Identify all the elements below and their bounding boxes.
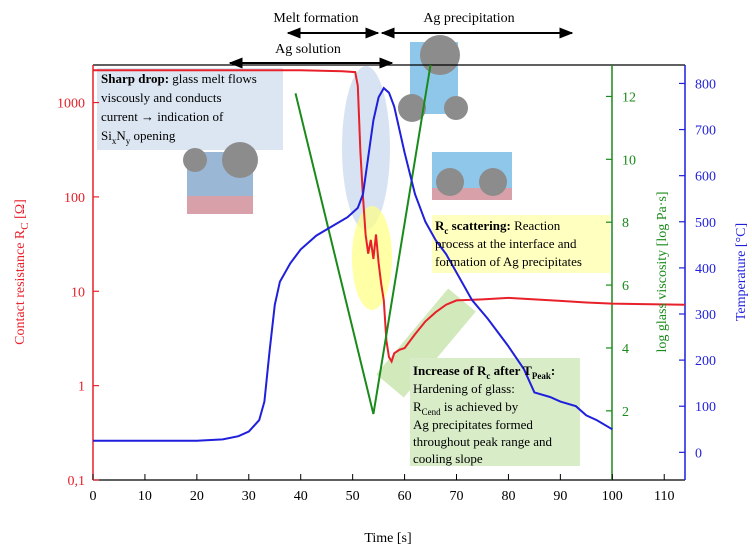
x-tick-label: 90 [553, 489, 567, 504]
y3-tick-label: 300 [695, 308, 716, 323]
annotation-title: Sharp drop: [101, 71, 169, 86]
annotation-run: scattering: [448, 218, 510, 233]
inset-image [398, 35, 468, 122]
inset-image [432, 152, 512, 200]
annotation-run: Peak [532, 371, 551, 381]
annotation-text: Sharp drop: glass melt flows [101, 71, 257, 86]
y2-tick-label: 6 [622, 279, 629, 294]
x-tick-label: 100 [602, 489, 623, 504]
annotation-text: current → indication of [101, 109, 224, 124]
y3-tick-label: 600 [695, 170, 716, 185]
y-tick-label: 1000 [57, 97, 85, 112]
y3-tick-label: 0 [695, 446, 702, 461]
chart: Melt formation Ag precipitation Ag solut… [0, 0, 752, 552]
y3-tick-label: 200 [695, 354, 716, 369]
y2-tick-label: 10 [622, 153, 636, 168]
x-axis-title: Time [s] [364, 531, 411, 546]
y3-tick-label: 800 [695, 77, 716, 92]
x-tick-label: 0 [90, 489, 97, 504]
y3-axis-title: Temperature [°C] [734, 223, 749, 321]
annotation-run: Increase of R [413, 363, 487, 378]
annotation-text: Hardening of glass: [413, 381, 515, 396]
y-axis-title: Contact resistance RC [Ω] [13, 199, 31, 345]
annotation-run: : [551, 363, 555, 378]
y3-tick-label: 500 [695, 216, 716, 231]
y2-axis-title: log glass viscosity [log Pa·s] [655, 192, 670, 353]
y-tick-label: 0,1 [68, 474, 86, 489]
y3-tick-label: 400 [695, 262, 716, 277]
annotation-run: opening [130, 128, 176, 143]
phase-arrows: Melt formation Ag precipitation Ag solut… [230, 11, 572, 63]
annotation-run: Si [101, 128, 112, 143]
annotation-run: is achieved by [441, 399, 519, 414]
annotation-text: throughout peak range and [413, 434, 552, 449]
y2-tick-label: 8 [622, 216, 629, 231]
axis-title-run: C [19, 222, 31, 229]
axis-title-run: Contact resistance R [13, 229, 28, 345]
x-tick-label: 30 [242, 489, 256, 504]
x-tick-label: 20 [190, 489, 204, 504]
y-tick-label: 1 [78, 380, 85, 395]
inset-image [183, 142, 258, 214]
x-tick-label: 50 [346, 489, 360, 504]
annotation-run: Cend [422, 407, 441, 417]
page: {"chart_data": { "type": "line", "x_labe… [0, 0, 752, 552]
y3-tick-label: 100 [695, 400, 716, 415]
annotation-text: viscously and conducts [101, 90, 222, 105]
x-tick-label: 60 [398, 489, 412, 504]
phase-label: Ag precipitation [423, 11, 514, 26]
y2-tick-label: 2 [622, 405, 629, 420]
x-tick-label: 110 [654, 489, 674, 504]
y3-tick-label: 700 [695, 124, 716, 139]
highlight-ellipse [352, 206, 392, 310]
phase-label: Melt formation [273, 11, 358, 26]
annotation-text: Ag precipitates formed [413, 417, 533, 432]
y2-tick-label: 4 [622, 342, 629, 357]
y-tick-label: 100 [64, 191, 85, 206]
annotations: Sharp drop: glass melt flows viscously a… [101, 71, 582, 466]
y2-tick-label: 12 [622, 90, 636, 105]
annotation-text: cooling slope [413, 451, 483, 466]
annotation-run: R [413, 399, 422, 414]
x-tick-label: 40 [294, 489, 308, 504]
x-tick-label: 10 [138, 489, 152, 504]
x-tick-label: 80 [501, 489, 515, 504]
annotation-text: formation of Ag precipitates [435, 254, 582, 269]
axis-title-run: [Ω] [13, 199, 28, 222]
annotation-run: glass melt flows [169, 71, 257, 86]
phase-label: Ag solution [275, 42, 341, 57]
annotation-text: process at the interface and [435, 236, 577, 251]
y-tick-label: 10 [71, 285, 85, 300]
annotation-run: Reaction [511, 218, 561, 233]
annotation-run: after T [490, 363, 532, 378]
x-tick-label: 70 [450, 489, 464, 504]
